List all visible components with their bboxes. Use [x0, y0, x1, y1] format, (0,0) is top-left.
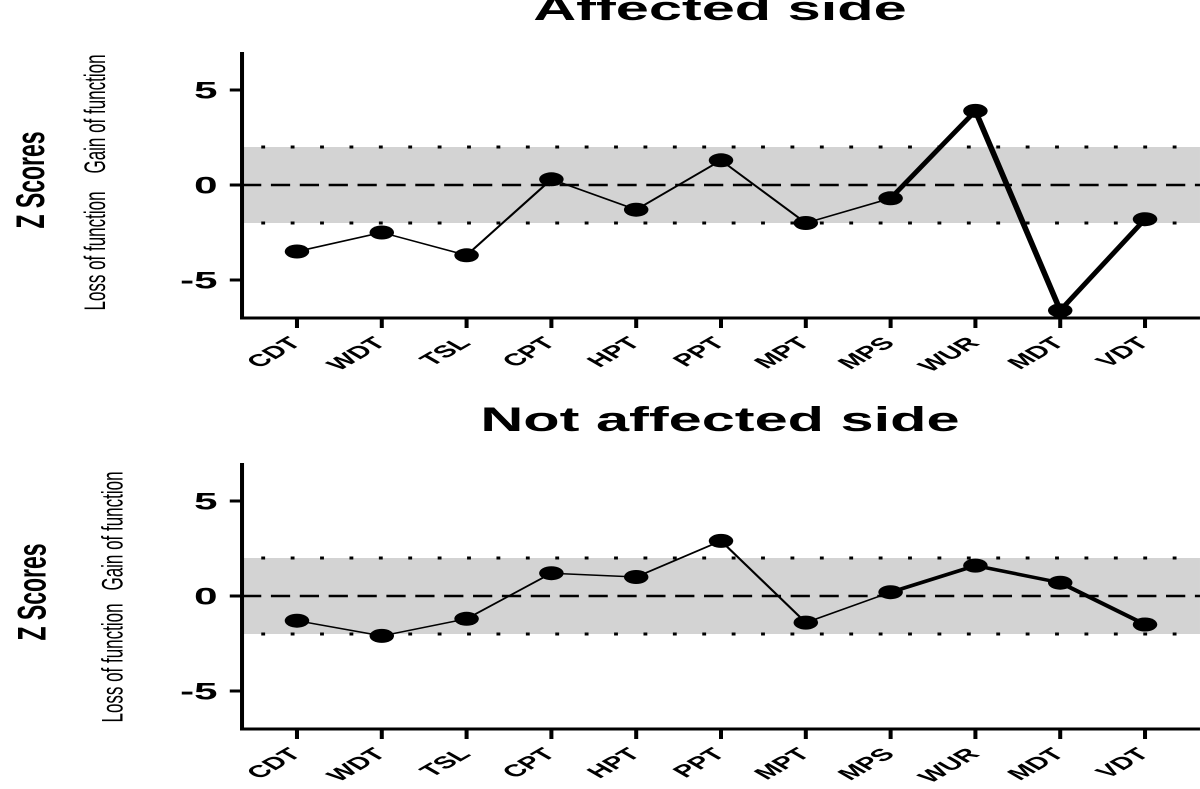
chart-panel-not-affected-side: Not affected side Z Scores Gain of funct…: [9, 401, 1200, 787]
series-line-segment: [1057, 581, 1148, 627]
plot-area: -5 0 5 CDT WDT TSL CPT HPT PPT MPT MPS WUR MDT VDT: [180, 52, 1200, 376]
data-point-ppt: [708, 533, 734, 548]
plot-area: -5 0 5 CDT WDT TSL CPT HPT PPT MPT MPS WUR MDT VDT: [180, 463, 1200, 787]
series-line-segment: [465, 572, 553, 620]
x-tick-label: PPT: [667, 333, 732, 370]
data-point-mpt: [793, 615, 819, 630]
series-line-segment: [719, 540, 808, 624]
data-point-vdt: [1132, 617, 1158, 632]
series-line-segment: [380, 618, 468, 637]
series-line-segment: [634, 540, 723, 578]
data-point-vdt: [1132, 212, 1158, 227]
x-tick-label: CPT: [496, 333, 562, 371]
series-line-segment: [804, 197, 892, 224]
x-tick-label: CDT: [241, 744, 308, 782]
data-point-mdt: [1047, 303, 1073, 318]
data-point-cpt: [539, 566, 564, 581]
x-tick-label: MPS: [832, 745, 901, 784]
series-line-segment: [972, 109, 1064, 313]
y-tick-label: 0: [194, 583, 217, 610]
series-line-segment: [295, 619, 384, 637]
y-tick-label: -5: [180, 678, 217, 705]
chart-title: Not affected side: [480, 401, 959, 439]
x-tick-label: PPT: [667, 744, 732, 781]
series-line-segment: [380, 231, 468, 257]
data-point-mps: [878, 191, 903, 206]
x-tick-label: MPT: [748, 333, 816, 372]
data-point-wur: [963, 103, 988, 118]
x-tick-label: MPS: [832, 334, 901, 373]
x-tick-label: WUR: [912, 334, 986, 376]
data-point-wur: [963, 558, 988, 573]
y-tick-label: 5: [194, 77, 217, 104]
series-line-segment: [972, 563, 1064, 585]
data-point-hpt: [623, 570, 649, 584]
series-line-segment: [550, 178, 638, 211]
data-point-tsl: [454, 248, 479, 263]
y-axis-label: Z Scores: [7, 131, 52, 228]
x-tick-label: MDT: [1002, 333, 1071, 373]
series-line-segment: [719, 159, 808, 224]
y-tick-label: -5: [180, 267, 217, 294]
series-line-segment: [1057, 217, 1148, 313]
series-line-segment: [887, 109, 979, 201]
x-tick-label: HPT: [581, 744, 647, 782]
series-line-segment: [634, 159, 723, 211]
data-point-mpt: [793, 216, 819, 230]
data-point-tsl: [454, 611, 479, 626]
series-line-segment: [295, 231, 384, 253]
y-axis-sublabel-gain: Gain of function: [97, 471, 130, 590]
y-axis-sublabel-gain: Gain of function: [79, 54, 112, 173]
series-line-segment: [550, 572, 638, 578]
y-tick-label: 5: [194, 488, 217, 515]
data-point-cpt: [539, 172, 564, 187]
data-point-wdt: [369, 225, 395, 240]
y-tick-label: 0: [194, 172, 217, 199]
x-tick-label: CPT: [496, 744, 562, 782]
x-tick-label: WUR: [912, 745, 986, 787]
x-tick-label: VDT: [1090, 333, 1156, 371]
x-tick-label: HPT: [581, 333, 647, 371]
series-line-segment: [887, 563, 979, 594]
x-tick-label: WDT: [321, 333, 392, 374]
chart-panel-affected-side: Affected side Z Scores Gain of function …: [7, 0, 1200, 376]
data-point-cdt: [284, 613, 310, 628]
chart-title: Affected side: [533, 0, 906, 28]
x-tick-label: VDT: [1090, 744, 1156, 782]
data-point-cdt: [284, 244, 310, 259]
data-point-mdt: [1047, 575, 1073, 590]
data-point-mps: [878, 585, 903, 600]
data-point-hpt: [623, 202, 649, 217]
data-point-wdt: [369, 628, 395, 643]
series-line-segment: [804, 591, 892, 624]
series-line-segment: [465, 178, 553, 257]
y-axis-sublabel-loss: Loss of function: [79, 191, 112, 310]
data-point-ppt: [708, 153, 734, 168]
x-tick-label: MDT: [1002, 744, 1071, 784]
x-tick-label: MPT: [748, 744, 816, 783]
y-axis-label: Z Scores: [9, 543, 54, 640]
x-tick-label: WDT: [321, 744, 392, 785]
x-tick-label: TSL: [414, 744, 477, 780]
x-tick-label: CDT: [241, 333, 308, 371]
y-axis-sublabel-loss: Loss of function: [97, 603, 130, 722]
x-tick-label: TSL: [414, 333, 477, 369]
